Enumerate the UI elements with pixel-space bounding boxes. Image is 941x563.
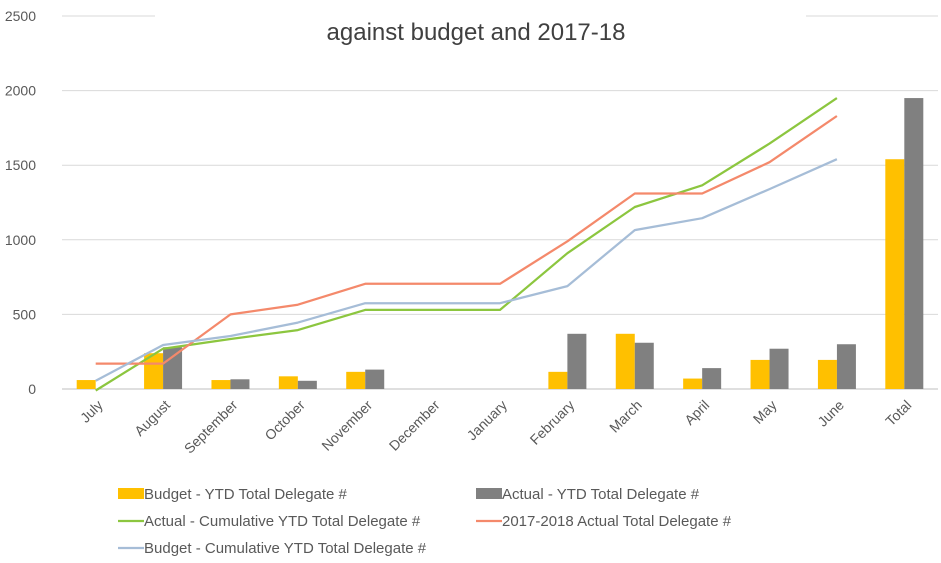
legend-label: Budget - Cumulative YTD Total Delegate #	[144, 540, 427, 557]
bar	[885, 159, 905, 389]
bar	[634, 342, 654, 389]
bar	[750, 359, 770, 389]
legend-swatch	[476, 488, 502, 499]
legend-label: Actual - Cumulative YTD Total Delegate #	[144, 513, 421, 530]
x-tick-label: October	[261, 397, 308, 444]
y-tick-label: 2500	[5, 8, 36, 24]
gridlines	[62, 15, 938, 390]
bar	[904, 98, 924, 389]
bar	[548, 371, 568, 389]
x-tick-label: April	[681, 397, 712, 428]
x-tick-label: February	[527, 397, 578, 448]
bar	[230, 379, 250, 389]
bar	[817, 359, 837, 389]
x-axis: July August September October November Decemb…	[77, 397, 915, 457]
y-tick-label: 2000	[5, 83, 36, 99]
bar	[769, 348, 789, 389]
legend-label: Actual - YTD Total Delegate #	[502, 486, 700, 503]
bar	[346, 371, 366, 389]
series-line	[95, 97, 838, 392]
legend-label: Budget - YTD Total Delegate #	[144, 486, 348, 503]
bar	[836, 344, 856, 389]
bar	[702, 368, 722, 389]
x-tick-label: June	[814, 397, 847, 430]
legend-label: 2017-2018 Actual Total Delegate #	[502, 513, 732, 530]
bar	[615, 333, 635, 389]
bar	[144, 353, 164, 389]
x-tick-label: September	[181, 397, 241, 457]
bar	[297, 380, 317, 389]
x-tick-label: December	[386, 397, 443, 454]
y-axis: 0 500 1000 1500 2000 2500	[5, 8, 36, 397]
bars	[76, 98, 924, 389]
x-tick-label: July	[77, 397, 106, 426]
x-tick-label: November	[318, 397, 375, 454]
y-tick-label: 1000	[5, 232, 36, 248]
chart-title: against budget and 2017-18	[327, 19, 626, 46]
x-tick-label: May	[750, 397, 780, 427]
legend-swatch	[118, 488, 144, 499]
bar	[278, 376, 298, 389]
y-tick-label: 0	[28, 381, 36, 397]
series-line	[95, 115, 838, 365]
y-tick-label: 500	[13, 306, 37, 322]
bar	[365, 369, 385, 389]
y-tick-label: 1500	[5, 157, 36, 173]
x-tick-label: January	[464, 397, 511, 444]
legend: Budget - YTD Total Delegate # Actual - YT…	[118, 486, 732, 557]
series-line	[95, 158, 838, 382]
x-tick-label: August	[131, 397, 173, 439]
bar	[76, 380, 96, 389]
lines	[95, 97, 838, 392]
chart-title-line-2: against budget and 2017-18	[327, 19, 626, 46]
bar	[211, 380, 231, 389]
bar	[163, 347, 183, 389]
x-tick-label: March	[606, 397, 645, 436]
x-tick-label: Total	[882, 397, 914, 429]
bar	[567, 333, 587, 389]
bar	[683, 378, 703, 389]
